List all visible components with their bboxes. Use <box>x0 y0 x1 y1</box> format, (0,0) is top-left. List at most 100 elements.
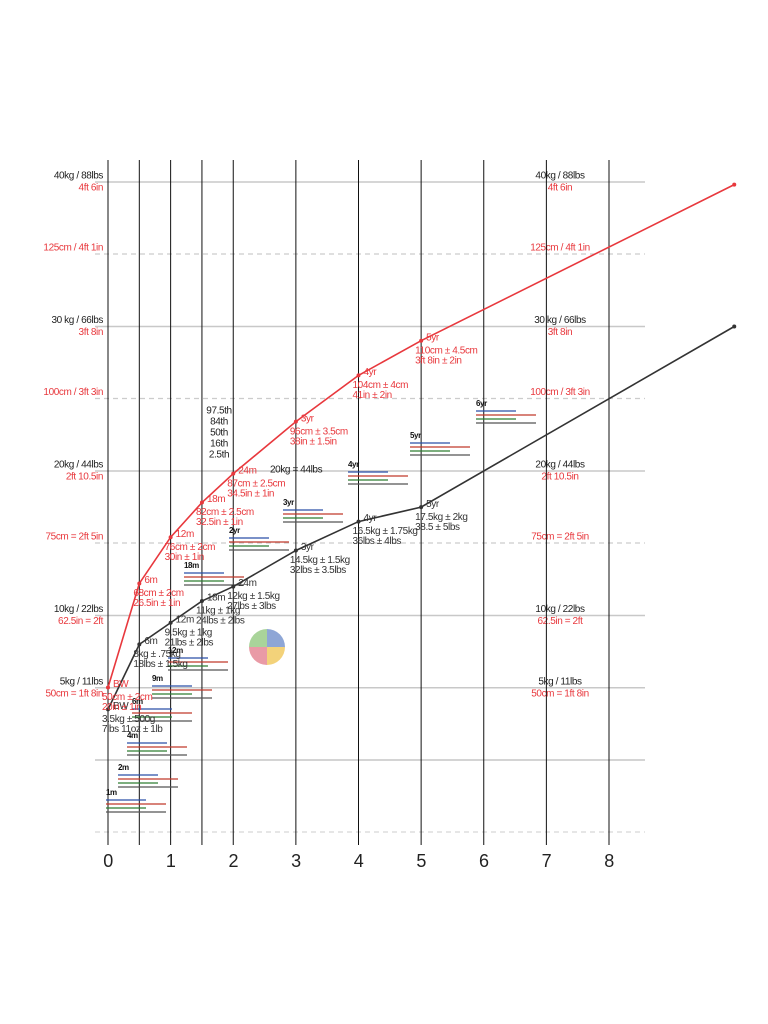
y-tick-note: 62.5in = 2ft <box>58 616 104 627</box>
x-tick-label: 4 <box>354 851 364 871</box>
y2-tick-label: 125cm / 4ft 1in <box>43 243 103 254</box>
value-label: 3.5kg ± 500g <box>102 714 155 725</box>
point-label: 5yr <box>426 332 440 343</box>
milestone-label: 4yr <box>348 460 359 469</box>
y-tick-label: 30 kg / 66lbs <box>51 315 103 326</box>
y2-tick-label: 125cm / 4ft 1in <box>530 243 590 254</box>
pie-icon <box>249 629 285 665</box>
value-label: 87cm ± 2.5cm <box>227 478 285 489</box>
y-tick-label: 5kg / 11lbs <box>60 676 104 687</box>
value-sublabel: 27lbs ± 3lbs <box>227 601 276 612</box>
value-sublabel: 36lbs ± 4lbs <box>353 536 402 547</box>
data-point <box>168 620 173 625</box>
data-point <box>419 338 424 343</box>
value-sublabel: 20in ± 1in <box>102 702 141 713</box>
value-label: 14.5kg ± 1.5kg <box>290 555 350 566</box>
data-point <box>231 584 236 589</box>
y-tick-note: 4ft 6in <box>79 183 103 194</box>
data-point <box>168 535 173 540</box>
point-label: 6m <box>144 636 157 647</box>
percentile-label: 2.5th <box>209 450 229 461</box>
value-label: 11kg ± 1kg <box>196 606 240 617</box>
x-tick-label: 1 <box>166 851 176 871</box>
x-tick-label: 7 <box>542 851 552 871</box>
data-point <box>293 548 298 553</box>
y2-tick-label: 100cm / 3ft 3in <box>43 387 103 398</box>
y-tick-note: 2ft 10.5in <box>541 472 578 483</box>
value-label: 82cm ± 2.5cm <box>196 507 254 518</box>
y-tick-note: 62.5in = 2ft <box>538 616 584 627</box>
value-sublabel: 34.5in ± 1in <box>227 488 274 499</box>
y-tick-label: 5kg / 11lbs <box>538 676 582 687</box>
data-point <box>732 324 737 329</box>
milestone-label: 9m <box>152 674 163 683</box>
y-tick-label: 30 kg / 66lbs <box>534 315 586 326</box>
data-point <box>106 707 110 712</box>
percentile-label: 50th <box>210 428 228 439</box>
y2-tick-label: 75cm = 2ft 5in <box>46 532 104 543</box>
data-point <box>137 581 142 586</box>
point-label: 18m <box>207 593 225 604</box>
value-sublabel: 21lbs ± 2lbs <box>165 637 214 648</box>
y-tick-label: 40kg / 88lbs <box>535 171 585 182</box>
value-label: 96cm ± 3.5cm <box>290 426 348 437</box>
milestone-label: 1m <box>106 788 117 797</box>
point-label: 3yr <box>301 413 315 424</box>
y-tick-label: 40kg / 88lbs <box>54 171 104 182</box>
milestone-label: 12m <box>168 646 183 655</box>
value-label: 104cm ± 4cm <box>353 380 409 391</box>
data-point <box>356 519 361 524</box>
value-label: 50cm ± 2cm <box>102 692 152 703</box>
data-point <box>106 685 110 690</box>
x-tick-label: 8 <box>604 851 614 871</box>
data-point <box>199 500 204 505</box>
milestone-label: 2m <box>118 763 129 772</box>
value-sublabel: 7lbs 11oz ± 1lb <box>102 724 163 735</box>
point-label: 4yr <box>364 367 378 378</box>
y-tick-label: 10kg / 22lbs <box>535 604 585 615</box>
milestone-label: 3yr <box>283 498 294 507</box>
point-label: 5yr <box>426 499 440 510</box>
x-tick-label: 2 <box>228 851 238 871</box>
percentile-label: 16th <box>210 439 228 450</box>
point-label: 12m <box>176 529 194 540</box>
y-tick-label: 20kg / 44lbs <box>535 460 585 471</box>
x-tick-label: 6 <box>479 851 489 871</box>
percentile-label: 84th <box>210 417 228 428</box>
point-label: BW <box>113 701 129 712</box>
y-tick-note: 50cm = 1ft 8in <box>531 688 589 699</box>
milestone-label: 4m <box>127 731 138 740</box>
percentile-label: 97.5th <box>206 406 231 417</box>
point-label: 6m <box>144 575 157 586</box>
data-point <box>199 599 204 604</box>
value-sublabel: 3ft 8in ± 2in <box>415 355 461 366</box>
value-sublabel: 18lbs ± 1.5kg <box>133 659 187 670</box>
annotation: 20kg = 44lbs <box>270 465 323 476</box>
point-label: 4yr <box>364 513 378 524</box>
value-sublabel: 32lbs ± 3.5lbs <box>290 565 346 576</box>
data-point <box>419 505 424 510</box>
value-label: 110cm ± 4.5cm <box>415 345 477 356</box>
milestone-label: 5yr <box>410 431 421 440</box>
y2-tick-label: 100cm / 3ft 3in <box>530 387 590 398</box>
y-tick-label: 20kg / 44lbs <box>54 460 104 471</box>
value-label: 8kg ± .75kg <box>133 649 180 660</box>
point-label: 18m <box>207 494 225 505</box>
y2-tick-label: 75cm = 2ft 5in <box>531 532 589 543</box>
value-sublabel: 41in ± 2in <box>353 390 392 401</box>
value-label: 76cm ± 2cm <box>165 542 215 553</box>
milestone-label: 6yr <box>476 399 487 408</box>
data-point <box>732 182 737 187</box>
value-sublabel: 24lbs ± 2lbs <box>196 616 245 627</box>
value-label: 12kg ± 1.5kg <box>227 591 279 602</box>
value-sublabel: 38in ± 1.5in <box>290 436 337 447</box>
x-tick-label: 0 <box>103 851 113 871</box>
data-point <box>356 373 361 378</box>
milestone-label: 6m <box>132 697 143 706</box>
value-sublabel: 30in ± 1in <box>165 552 204 563</box>
y-tick-note: 4ft 6in <box>548 183 572 194</box>
y-tick-note: 3ft 8in <box>79 327 103 338</box>
value-label: 17.5kg ± 2kg <box>415 512 467 523</box>
milestone-label: 18m <box>184 561 199 570</box>
